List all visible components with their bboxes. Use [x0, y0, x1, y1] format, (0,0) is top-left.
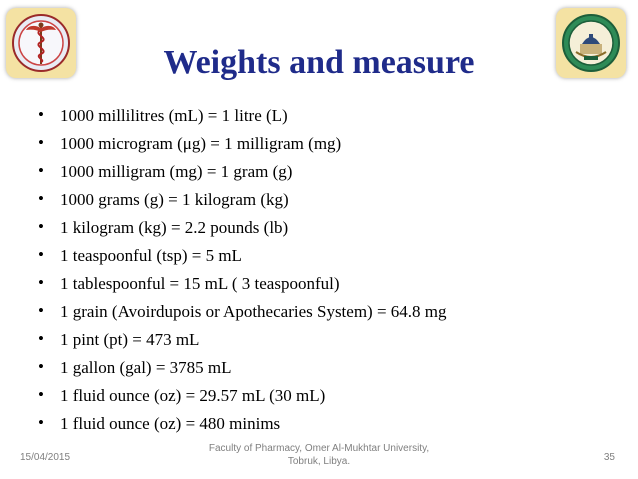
- list-item: • 1000 milligram (mg) = 1 gram (g): [38, 158, 618, 186]
- footer-institution-line1: Faculty of Pharmacy, Omer Al-Mukhtar Uni…: [208, 443, 430, 454]
- list-item-text: 1000 microgram (μg) = 1 milligram (mg): [60, 134, 342, 153]
- list-item-text: 1 fluid ounce (oz) = 480 minims: [60, 414, 281, 433]
- bullet-marker: •: [38, 245, 44, 264]
- university-seal-icon: [556, 8, 626, 78]
- list-item: • 1 pint (pt) = 473 mL: [38, 326, 618, 354]
- list-item-text: 1 gallon (gal) = 3785 mL: [60, 358, 232, 377]
- bullet-marker: •: [38, 105, 44, 124]
- list-item-text: 1 grain (Avoirdupois or Apothecaries Sys…: [60, 302, 447, 321]
- list-item: • 1 fluid ounce (oz) = 29.57 mL (30 mL): [38, 382, 618, 410]
- list-item: • 1000 grams (g) = 1 kilogram (kg): [38, 186, 618, 214]
- list-item-text: 1000 milligram (mg) = 1 gram (g): [60, 162, 293, 181]
- list-item: • 1 grain (Avoirdupois or Apothecaries Sy…: [38, 298, 618, 326]
- list-item: • 1 gallon (gal) = 3785 mL: [38, 354, 618, 382]
- list-item-text: 1 pint (pt) = 473 mL: [60, 330, 200, 349]
- list-item: • 1000 microgram (μg) = 1 milligram (mg): [38, 130, 618, 158]
- page-number: 35: [603, 452, 615, 463]
- footer-institution-line2: Tobruk, Libya.: [287, 456, 351, 467]
- bullet-marker: •: [38, 329, 44, 348]
- list-item-text: 1 fluid ounce (oz) = 29.57 mL (30 mL): [60, 386, 326, 405]
- bullet-marker: •: [38, 413, 44, 432]
- list-item: • 1 teaspoonful (tsp) = 5 mL: [38, 242, 618, 270]
- bullet-marker: •: [38, 133, 44, 152]
- list-item: • 1 kilogram (kg) = 2.2 pounds (lb): [38, 214, 618, 242]
- bullet-marker: •: [38, 161, 44, 180]
- footer-institution: Faculty of Pharmacy, Omer Al-Mukhtar Uni…: [190, 442, 448, 468]
- footer-date: 15/04/2015: [20, 452, 71, 463]
- bullet-marker: •: [38, 301, 44, 320]
- list-item-text: 1000 grams (g) = 1 kilogram (kg): [60, 190, 289, 209]
- bullet-list: • 1000 millilitres (mL) = 1 litre (L) • 10…: [38, 102, 618, 438]
- bullet-marker: •: [38, 357, 44, 376]
- bullet-marker: •: [38, 385, 44, 404]
- bullet-marker: •: [38, 189, 44, 208]
- list-item-text: 1 tablespoonful = 15 mL ( 3 teaspoonful): [60, 274, 340, 293]
- slide-title: Weights and measure: [163, 44, 475, 81]
- bullet-marker: •: [38, 217, 44, 236]
- list-item-text: 1 teaspoonful (tsp) = 5 mL: [60, 246, 242, 265]
- caduceus-emblem-icon: [6, 8, 76, 78]
- list-item-text: 1000 millilitres (mL) = 1 litre (L): [60, 106, 288, 125]
- list-item: • 1000 millilitres (mL) = 1 litre (L): [38, 102, 618, 130]
- list-item: • 1 fluid ounce (oz) = 480 minims: [38, 410, 618, 438]
- list-item-text: 1 kilogram (kg) = 2.2 pounds (lb): [60, 218, 289, 237]
- list-item: • 1 tablespoonful = 15 mL ( 3 teaspoonful…: [38, 270, 618, 298]
- bullet-marker: •: [38, 273, 44, 292]
